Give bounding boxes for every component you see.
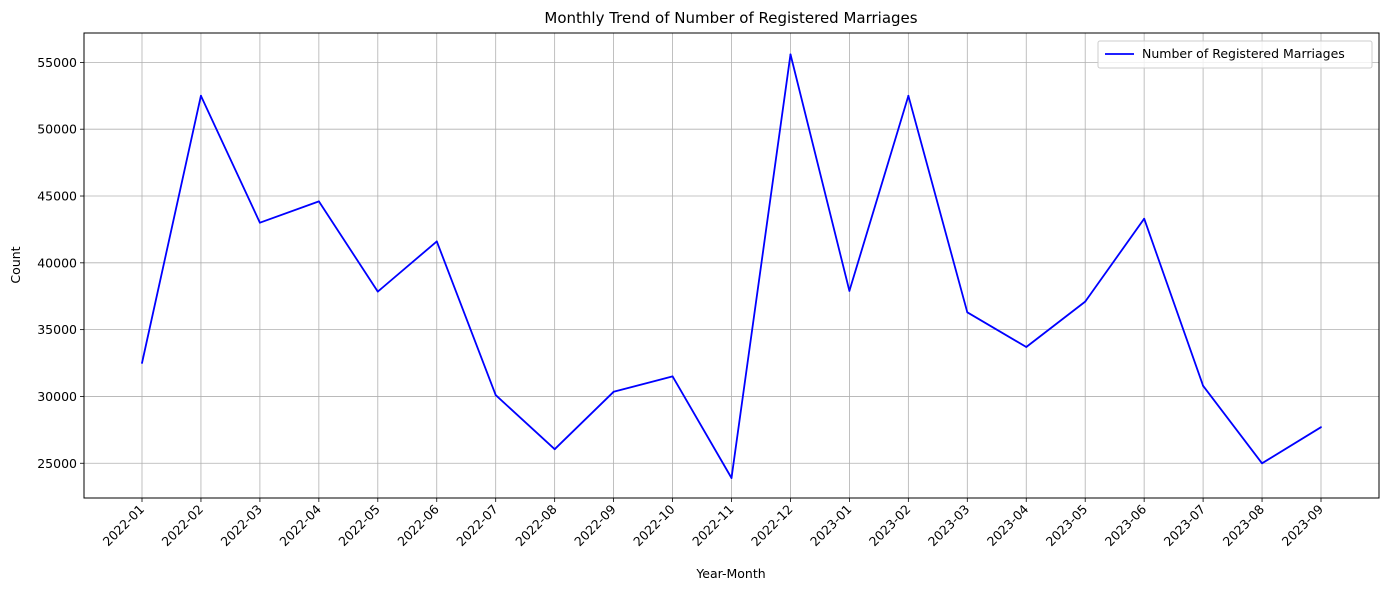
- y-tick-label: 40000: [37, 255, 77, 270]
- y-tick-label: 30000: [37, 389, 77, 404]
- y-tick-label: 35000: [37, 322, 77, 337]
- data-point: [1084, 300, 1087, 303]
- data-point: [789, 53, 792, 56]
- data-point: [1261, 462, 1263, 465]
- legend-label: Number of Registered Marriages: [1142, 46, 1345, 61]
- data-point: [848, 289, 851, 292]
- data-point: [907, 94, 910, 97]
- x-axis-label: Year-Month: [695, 566, 765, 581]
- data-point: [435, 240, 438, 243]
- data-point: [730, 477, 733, 479]
- y-tick-label: 50000: [37, 122, 77, 137]
- chart-title: Monthly Trend of Number of Registered Ma…: [544, 9, 917, 27]
- data-point: [1320, 426, 1322, 429]
- data-point: [1143, 217, 1146, 220]
- series-layer: [141, 53, 1322, 479]
- data-point: [141, 362, 143, 364]
- legend: Number of Registered Marriages: [1097, 40, 1373, 69]
- y-axis: 25000 30000 35000 40000 45000 50000 55000: [37, 55, 84, 471]
- data-point: [259, 221, 261, 224]
- data-point: [317, 200, 320, 203]
- grid-layer: [84, 33, 1379, 498]
- data-point: [1202, 384, 1204, 387]
- data-point: [1025, 346, 1028, 348]
- data-point: [671, 375, 674, 378]
- data-point: [966, 311, 969, 314]
- legend-box: [1097, 40, 1373, 69]
- data-point: [376, 290, 379, 293]
- data-point: [200, 94, 202, 97]
- y-tick-label: 25000: [37, 456, 77, 471]
- y-tick-label: 55000: [37, 55, 77, 70]
- y-tick-label: 45000: [37, 189, 77, 204]
- data-point: [553, 448, 556, 451]
- y-axis-label: Count: [8, 246, 23, 283]
- data-point: [494, 394, 497, 397]
- data-point: [612, 390, 615, 393]
